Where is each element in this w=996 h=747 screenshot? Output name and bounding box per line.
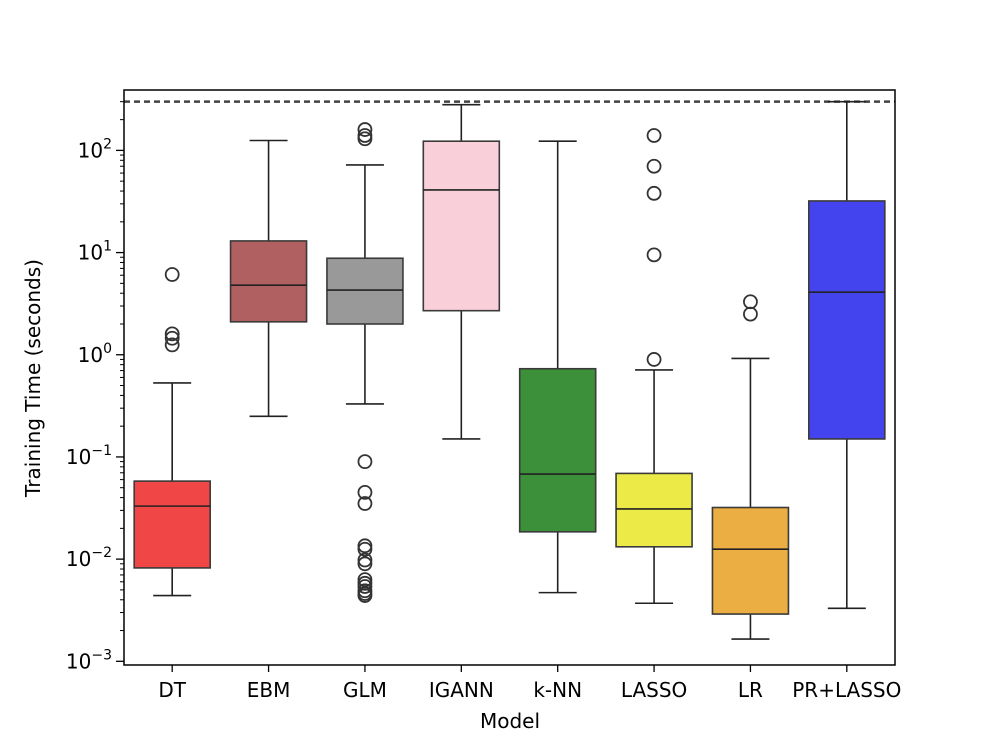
box-iqr [326,257,404,325]
box-group-glm [326,122,404,603]
outlier-point [164,337,180,353]
x-tick-label: LR [738,678,763,702]
outlier-point [357,572,373,588]
box-iqr [229,240,308,323]
outlier-point [357,579,373,594]
outlier-point [357,588,373,603]
y-tick-label: 100 [78,341,112,367]
x-tick-label: DT [158,678,186,702]
outlier-point [357,552,373,568]
y-tick-label: 10−3 [66,647,112,673]
x-tick-label: PR+LASSO [792,678,901,702]
x-tick-label: EBM [247,678,291,702]
box-group-igann [422,103,501,440]
x-tick-label: IGANN [429,678,494,702]
outlier-point [357,496,373,511]
box-iqr [422,140,501,312]
outlier-point [743,306,758,322]
outlier-point [357,122,373,137]
box-group-lasso [615,128,693,605]
outlier-point [357,556,373,572]
outlier-point [357,541,373,557]
outlier-point [164,330,180,346]
y-tick-label: 102 [78,136,112,162]
box-group-lr [711,294,790,640]
box-iqr [133,480,211,569]
x-axis-ticks: DT EBM GLM IGANN k-NN LASSO LR PR+LASSO [158,665,901,702]
outlier-point [743,294,758,310]
box-group-pr-lasso [808,100,886,610]
box-iqr [518,367,597,533]
y-axis-label: Training Time (seconds) [21,259,45,498]
box-iqr [615,472,693,548]
outlier-point [357,454,373,470]
x-axis-label: Model [480,709,540,733]
box-group-ebm [229,139,308,418]
outlier-point [357,131,373,147]
outlier-point [164,326,180,342]
box-iqr [711,506,790,615]
box-group-k-nn [518,140,597,594]
y-tick-label: 10−2 [66,545,112,571]
y-tick-label: 10−1 [66,443,112,469]
y-tick-label: 101 [78,239,112,265]
outlier-point [646,247,662,263]
outlier-point [646,128,662,143]
plot-area [124,100,895,640]
outlier-point [357,484,373,500]
x-tick-label: k-NN [533,678,582,702]
y-axis-ticks: 10−3 10−2 10−1 100 101 102 [66,101,124,673]
x-tick-label: GLM [343,678,387,702]
outlier-point [646,352,662,367]
outlier-point [646,185,662,201]
box-group-dt [133,267,211,597]
box-iqr [808,200,886,440]
x-tick-label: LASSO [621,678,687,702]
outlier-point [164,267,180,282]
outlier-point [646,158,662,174]
